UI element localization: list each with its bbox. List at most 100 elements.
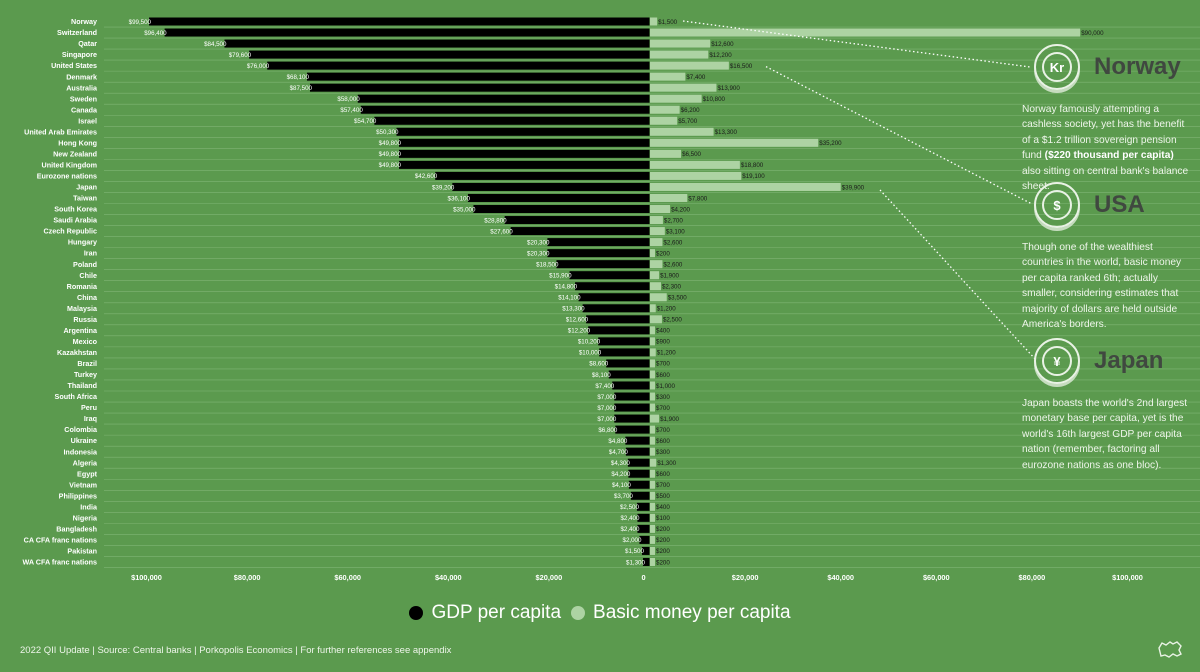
money-bar (650, 83, 717, 92)
x-tick-label: $80,000 (1019, 573, 1046, 582)
money-value-label: $700 (656, 427, 670, 434)
money-bar (650, 337, 655, 346)
gdp-bar (547, 238, 650, 247)
gdp-bar (637, 513, 650, 522)
country-label: South Korea (54, 205, 98, 214)
gdp-bar (642, 557, 650, 566)
money-value-label: $200 (656, 559, 670, 566)
country-label: Argentina (63, 326, 98, 335)
gdp-value-label: $57,400 (340, 107, 363, 114)
pig-logo-icon (1158, 641, 1182, 658)
money-bar (650, 61, 729, 70)
callout-text: Though one of the wealthiest countries i… (1022, 242, 1182, 331)
gdp-bar (628, 480, 650, 489)
gdp-bar (306, 72, 650, 81)
country-label: India (80, 502, 98, 511)
country-label: Eurozone nations (37, 172, 97, 181)
gdp-bar (399, 149, 650, 158)
money-value-label: $35,200 (819, 140, 842, 147)
money-value-label: $39,900 (842, 184, 865, 191)
gdp-value-label: $76,000 (247, 63, 270, 70)
money-value-label: $13,900 (717, 85, 740, 92)
money-bars (650, 17, 1081, 566)
x-tick-label: $60,000 (923, 573, 950, 582)
gdp-value-label: $8,600 (589, 361, 608, 368)
gdp-value-label: $28,800 (484, 217, 507, 224)
gdp-bar (582, 304, 650, 313)
legend-item-gdp: GDP per capita (409, 602, 561, 624)
country-label: WA CFA franc nations (22, 558, 97, 567)
gdp-bar (578, 293, 650, 302)
country-labels: Norway Switzerland Qatar Singapore United St… (22, 17, 98, 566)
money-value-label: $900 (656, 339, 670, 346)
gdp-value-label: $84,500 (204, 41, 227, 48)
country-label: Taiwan (73, 194, 97, 203)
gdp-bar (467, 193, 650, 202)
gdp-bar (360, 105, 650, 114)
country-label: Iran (84, 249, 97, 258)
money-bar (650, 535, 655, 544)
country-label: Russia (73, 315, 98, 324)
gdp-value-label: $4,100 (612, 482, 631, 489)
money-value-label: $500 (656, 493, 670, 500)
gdp-bar (636, 502, 650, 511)
legend-item-money: Basic money per capita (571, 602, 791, 624)
money-bar (650, 436, 655, 445)
gdp-bars (149, 17, 650, 566)
gdp-bar (267, 61, 650, 70)
country-label: Czech Republic (43, 227, 97, 236)
callout-title: USA (1094, 191, 1145, 218)
x-tick-label: $40,000 (435, 573, 462, 582)
money-bar (650, 216, 663, 225)
gdp-bar (614, 414, 650, 423)
x-tick-label: $40,000 (827, 573, 854, 582)
legend-dot-money (571, 606, 586, 620)
gdp-bar (164, 28, 650, 37)
money-value-label: $300 (656, 394, 670, 401)
gdp-value-label: $18,500 (536, 261, 559, 268)
gdp-bar (630, 491, 650, 500)
money-bar (650, 282, 661, 291)
gdp-value-label: $49,800 (379, 162, 402, 169)
gdp-bar (641, 546, 650, 555)
money-value-label: $18,800 (741, 162, 764, 169)
gdp-value-label: $35,000 (453, 206, 476, 213)
country-label: Egypt (77, 469, 98, 478)
money-value-label: $200 (656, 250, 670, 257)
country-label: Iraq (84, 414, 97, 423)
country-label: Thailand (67, 381, 97, 390)
money-bar (650, 513, 655, 522)
money-bar (650, 105, 680, 114)
money-value-label: $90,000 (1081, 30, 1104, 37)
country-label: Turkey (74, 370, 97, 379)
x-tick-label: $100,000 (1112, 573, 1143, 582)
gdp-bar (637, 524, 650, 533)
money-value-label: $4,200 (671, 206, 690, 213)
country-label: Romania (67, 282, 98, 291)
money-value-label: $3,100 (666, 228, 685, 235)
money-value-label: $1,300 (657, 460, 676, 467)
gdp-bar (625, 447, 650, 456)
gdp-value-label: $54,700 (354, 118, 377, 125)
x-tick-label: $80,000 (234, 573, 261, 582)
money-bar (650, 425, 655, 434)
money-value-label: $12,600 (711, 41, 734, 48)
chart: Norway Switzerland Qatar Singapore United St… (22, 17, 1200, 582)
gdp-value-label: $50,300 (376, 129, 399, 136)
gdp-value-label: $1,300 (626, 559, 645, 566)
money-bar (650, 238, 663, 247)
callout-connector (765, 66, 1033, 205)
callout-japan: ¥ Japan Japan boasts the world's 2nd lar… (1022, 338, 1192, 473)
money-bar (650, 182, 841, 191)
gdp-bar (473, 205, 650, 214)
money-bar (650, 160, 740, 169)
gdp-value-label: $13,300 (562, 306, 585, 313)
gdp-value-label: $2,000 (623, 537, 642, 544)
money-bar (650, 127, 714, 136)
gdp-bar (569, 271, 650, 280)
money-value-label: $13,300 (715, 129, 738, 136)
money-bar (650, 403, 655, 412)
gdp-value-label: $79,600 (229, 52, 252, 59)
gdp-bar (309, 83, 650, 92)
country-label: Poland (73, 260, 97, 269)
